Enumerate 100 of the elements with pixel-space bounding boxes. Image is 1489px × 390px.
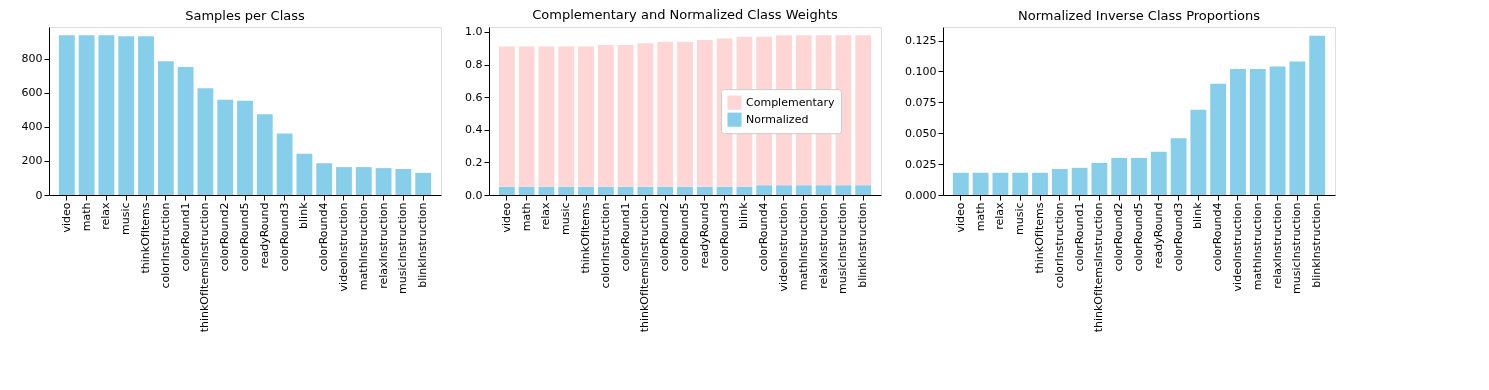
x-tick-label: thinkOfItems [1033,202,1047,274]
bar [855,35,872,186]
bar [375,168,392,195]
bar [1230,69,1246,195]
bar [677,186,693,195]
bar [138,36,154,195]
bar [498,186,515,195]
x-tick-label: readyRound [697,202,711,269]
y-tick-label: 0.6 [465,90,483,104]
bar [395,168,412,195]
bar [217,99,234,195]
x-tick-label: thinkOfItemsInstruction [198,202,212,333]
bar [696,40,713,187]
x-tick-label: colorRound2 [218,202,232,272]
y-tick-label: 0 [35,188,43,202]
x-tick-label: colorRound5 [678,202,691,272]
legend-label: Complementary [746,95,835,109]
x-tick-label: relaxInstruction [376,202,390,289]
bar [1032,172,1048,195]
bar [597,44,614,187]
bar [756,185,773,195]
x-tick-label: video [59,202,73,233]
x-tick-label: readyRound [1151,202,1165,269]
x-tick-label: musicInstruction [1290,202,1304,294]
x-tick-label: video [953,202,967,233]
bar [795,185,812,195]
bar [617,186,634,195]
bar [1091,162,1108,195]
bar [578,186,594,195]
y-tick-label: 0.000 [905,188,937,202]
bar [538,186,555,195]
x-tick-label: music [559,202,573,236]
x-tick-label: music [119,202,133,236]
bar [58,35,75,195]
x-tick-label: musicInstruction [396,202,410,294]
bar [1051,169,1068,195]
legend-label: Normalized [746,112,809,126]
y-tick-label: 0.025 [905,157,937,171]
x-tick-label: blink [737,201,751,229]
bar [1012,172,1029,195]
bar [952,172,969,195]
bar [1210,83,1227,195]
bar [177,66,194,195]
x-tick-label: math [973,202,987,232]
bar [538,46,555,187]
y-tick-label: 0.2 [465,155,483,169]
x-tick-label: colorRound4 [757,202,771,272]
x-tick-label: mathInstruction [1250,202,1264,291]
y-tick-label: 600 [21,86,43,100]
bar [657,41,674,187]
bar [716,186,733,195]
x-tick-label: colorRound4 [1211,202,1225,272]
bar [498,46,515,187]
bar [1269,66,1286,195]
x-tick-label: relax [993,202,1007,230]
bar [835,185,852,195]
x-tick-label: musicInstruction [836,202,850,294]
y-tick-label: 0.0 [465,188,483,202]
x-tick-label: colorInstruction [598,202,612,289]
x-tick-label: colorRound3 [277,202,291,272]
x-tick-label: mathInstruction [356,202,370,291]
bar [617,44,634,187]
bar [637,43,654,187]
y-tick-label: 800 [21,52,43,66]
bar [1190,109,1207,195]
bar [855,185,872,195]
y-tick-label: 0.8 [465,58,483,72]
bar [578,46,594,187]
x-tick-label: colorRound5 [238,202,251,272]
bar [815,185,832,195]
x-tick-label: blinkInstruction [416,202,430,288]
bar [1111,157,1128,195]
x-tick-label: colorRound5 [1132,202,1145,272]
x-tick-label: colorRound1 [1072,202,1086,272]
x-tick-label: music [1013,202,1027,236]
bar [316,163,333,195]
bar [597,186,614,195]
bar [677,41,693,187]
x-tick-label: relaxInstruction [1270,202,1284,289]
x-tick-label: thinkOfItems [579,202,593,274]
bar [972,172,989,195]
x-tick-label: colorInstruction [1052,202,1066,289]
bar [197,88,214,195]
x-tick-label: blink [297,201,311,229]
bar [1071,167,1088,195]
x-tick-label: relax [99,202,113,230]
bar [237,100,253,195]
bar [736,186,753,195]
bar [518,46,535,187]
y-tick-label: 400 [21,120,43,134]
chart-title: Complementary and Normalized Class Weights [532,6,838,22]
bar [157,61,174,195]
bar [118,36,135,195]
bar [355,167,372,195]
x-tick-label: math [519,202,533,232]
bar [558,46,575,187]
bar [78,35,95,195]
x-tick-label: colorRound2 [1112,202,1126,272]
x-tick-label: colorRound2 [658,202,672,272]
bar [98,35,115,195]
